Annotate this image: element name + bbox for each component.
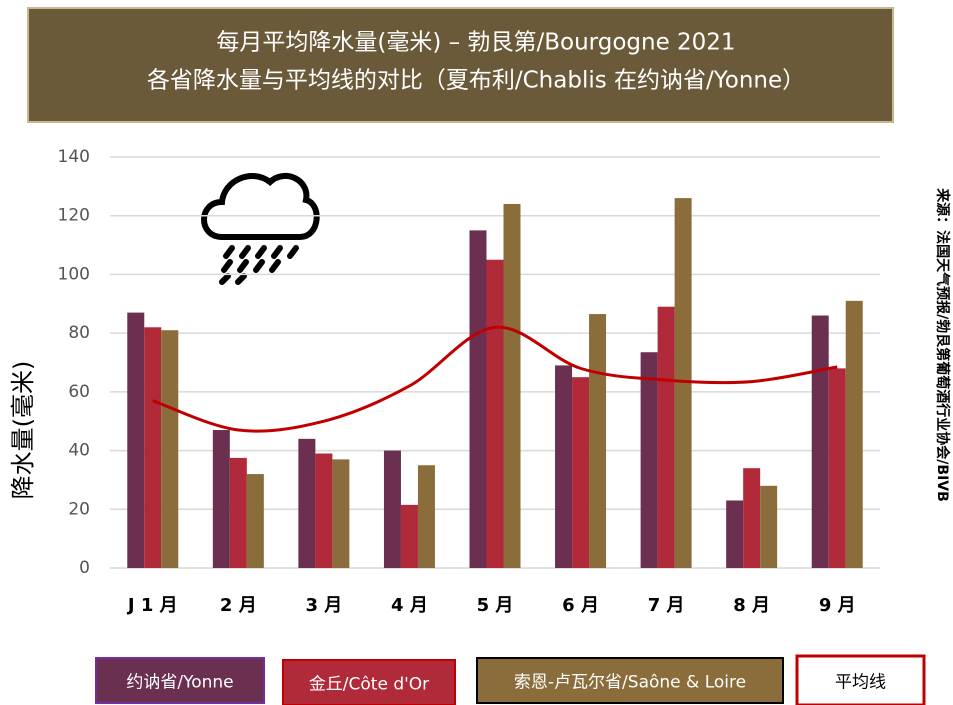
bar (298, 438, 316, 568)
legend-label: 约讷省/Yonne (126, 673, 233, 693)
title-box (27, 7, 894, 123)
bar (503, 203, 521, 568)
bar (674, 198, 692, 568)
bar (161, 330, 179, 568)
bar (144, 327, 162, 568)
legend-label: 金丘/Côte d'Or (309, 675, 429, 695)
bar (845, 300, 863, 568)
x-tick-label: 9 月 (819, 595, 856, 616)
legend-label: 平均线 (835, 673, 886, 693)
y-tick-label: 140 (58, 147, 90, 167)
legend-box (795, 654, 926, 705)
bar (811, 315, 829, 568)
y-tick-label: 20 (68, 499, 90, 519)
bar (572, 377, 590, 568)
x-tick-label: 8 月 (733, 595, 770, 616)
bar (760, 485, 778, 568)
bar (383, 450, 401, 568)
rain-icon (201, 173, 320, 285)
bar (469, 230, 487, 568)
y-tick-label: 100 (58, 264, 90, 284)
legend-box (476, 657, 784, 704)
y-tick-label: 80 (68, 323, 90, 343)
x-tick-label: 4 月 (391, 595, 428, 616)
bar (127, 312, 145, 568)
x-tick-label: 2 月 (220, 595, 257, 616)
x-tick-label: 7 月 (648, 595, 685, 616)
bar (332, 459, 350, 568)
bar (828, 368, 846, 568)
y-tick-label: 120 (58, 206, 90, 226)
bar (589, 314, 607, 568)
source: 来源：法国天气预报/勃艮第葡萄酒行业协会/BIVB (934, 187, 951, 502)
bar (229, 457, 247, 568)
bar (640, 352, 658, 568)
y-tick-label: 0 (79, 558, 90, 578)
bar (555, 365, 573, 568)
x-tick-label: 5 月 (477, 595, 514, 616)
bar (726, 500, 744, 568)
bar (400, 504, 418, 568)
bar (657, 306, 675, 568)
y-axis-label: 降水量(毫米) (9, 361, 37, 500)
chart-title: 每月平均降水量(毫米) – 勃艮第/Bourgogne 2021 (216, 30, 735, 56)
x-tick-label: 6 月 (562, 595, 599, 616)
bar (212, 430, 230, 568)
bar (246, 474, 264, 568)
chart-subtitle: 各省降水量与平均线的对比（夏布利/Chablis 在约讷省/Yonne） (147, 68, 805, 94)
bar (315, 453, 333, 568)
bar (743, 468, 761, 568)
bar (486, 259, 504, 568)
y-tick-label: 60 (68, 382, 90, 402)
x-tick-label: 3 月 (305, 595, 342, 616)
average-line (152, 325, 838, 433)
y-tick-label: 40 (68, 441, 90, 461)
legend-box (282, 659, 456, 705)
bar (417, 465, 435, 568)
x-tick-label: J 1 月 (126, 595, 178, 616)
legend-box (95, 657, 265, 704)
legend-label: 索恩-卢瓦尔省/Saône & Loire (514, 673, 746, 693)
